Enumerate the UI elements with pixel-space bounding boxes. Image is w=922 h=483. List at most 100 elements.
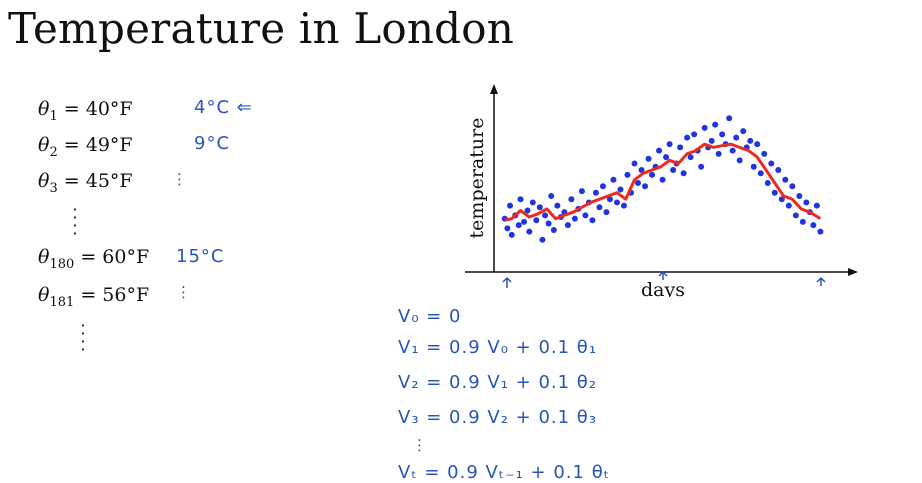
- data-point: [635, 180, 642, 186]
- equation-row: θ3 = 45°F: [38, 170, 133, 196]
- arrow-up-icon: [816, 276, 826, 286]
- data-point: [645, 155, 652, 162]
- data-point: [564, 222, 571, 229]
- data-point: [775, 167, 782, 174]
- data-point: [642, 183, 649, 190]
- data-point: [515, 222, 522, 229]
- data-point: [603, 209, 610, 216]
- data-point: [789, 183, 796, 190]
- data-point: [680, 170, 687, 177]
- arrow-up-icon: [502, 276, 512, 288]
- data-point: [687, 154, 694, 161]
- equation-row: θ180 = 60°F: [38, 246, 149, 272]
- data-point: [666, 141, 673, 148]
- formula-v3: V₃ = 0.9 V₂ + 0.1 θ₃: [398, 407, 598, 428]
- data-point: [507, 202, 514, 209]
- data-point: [761, 150, 768, 157]
- data-point: [747, 137, 754, 144]
- data-point: [592, 189, 599, 196]
- data-point: [568, 196, 575, 203]
- data-point: [719, 131, 726, 138]
- data-point: [610, 176, 617, 183]
- data-point: [536, 204, 543, 211]
- data-point: [757, 170, 764, 177]
- data-point: [715, 150, 722, 157]
- equation-value: = 56°F: [80, 284, 150, 306]
- data-point: [782, 176, 789, 183]
- data-point: [545, 220, 552, 227]
- data-point: [550, 226, 557, 233]
- data-point: [764, 180, 771, 186]
- data-point: [548, 192, 555, 199]
- data-point: [554, 202, 561, 209]
- data-point: [698, 163, 705, 170]
- theta-symbol: θ: [38, 134, 50, 156]
- formula-v0: V₀ = 0: [398, 306, 462, 327]
- x-axis-label: days: [641, 279, 685, 297]
- data-point: [529, 199, 536, 206]
- equation-value: = 49°F: [63, 134, 133, 156]
- data-point: [578, 188, 585, 195]
- data-point: [504, 225, 511, 232]
- equation-value: = 40°F: [63, 98, 133, 120]
- temperature-chart: temperature days: [465, 84, 858, 297]
- data-point: [754, 141, 761, 148]
- data-point: [701, 124, 708, 131]
- data-point: [796, 192, 803, 199]
- data-point: [599, 183, 606, 190]
- data-point: [656, 147, 663, 154]
- data-point: [617, 186, 624, 193]
- data-point: [571, 215, 578, 222]
- formula-v2: V₂ = 0.9 V₁ + 0.1 θ₂: [398, 372, 598, 393]
- data-point: [638, 167, 645, 174]
- data-point: [729, 147, 736, 154]
- theta-subscript: 3: [49, 180, 58, 196]
- data-point: [613, 199, 620, 206]
- formula-v1: V₁ = 0.9 V₀ + 0.1 θ₁: [398, 337, 598, 358]
- theta-symbol: θ: [38, 284, 50, 306]
- data-point: [606, 196, 613, 203]
- data-point: [792, 212, 799, 219]
- data-point: [533, 217, 540, 224]
- vertical-ellipsis: · · · ·: [80, 316, 86, 359]
- series-line: [504, 142, 822, 222]
- theta-subscript: 181: [49, 294, 75, 310]
- data-point: [659, 176, 666, 183]
- handwritten-note: 4°C ⇐: [194, 97, 253, 118]
- data-point: [736, 157, 743, 164]
- formula-vt: Vₜ = 0.9 Vₜ₋₁ + 0.1 θₜ: [398, 462, 611, 483]
- data-point: [684, 134, 691, 141]
- formula-ellipsis: ⋮: [412, 436, 428, 454]
- arrow-up-icon: [658, 270, 668, 280]
- data-point: [708, 137, 715, 144]
- data-point: [813, 202, 820, 209]
- vertical-ellipsis: · · · ·: [72, 200, 78, 243]
- moving-average-line: [504, 142, 822, 222]
- equation-value: = 45°F: [63, 170, 133, 192]
- data-point: [508, 231, 515, 238]
- data-point: [785, 202, 792, 209]
- data-point: [649, 171, 656, 178]
- theta-subscript: 2: [49, 144, 58, 160]
- data-point: [589, 217, 596, 224]
- data-point: [726, 115, 733, 122]
- data-point: [750, 163, 757, 170]
- equation-value: = 60°F: [80, 246, 150, 268]
- equation-row: θ1 = 40°F: [38, 98, 133, 124]
- data-point: [803, 199, 810, 206]
- data-point: [620, 202, 627, 209]
- data-point: [677, 144, 684, 151]
- y-axis-arrowhead: [490, 84, 498, 94]
- data-point: [624, 171, 631, 178]
- handwritten-note: ⋮: [172, 170, 188, 188]
- data-point: [663, 154, 670, 161]
- data-point: [542, 212, 549, 219]
- theta-subscript: 1: [49, 108, 58, 124]
- data-point: [521, 218, 528, 225]
- data-point: [733, 134, 740, 141]
- data-point: [582, 212, 589, 219]
- data-point: [768, 160, 775, 167]
- theta-symbol: θ: [38, 170, 50, 192]
- data-point: [817, 228, 824, 235]
